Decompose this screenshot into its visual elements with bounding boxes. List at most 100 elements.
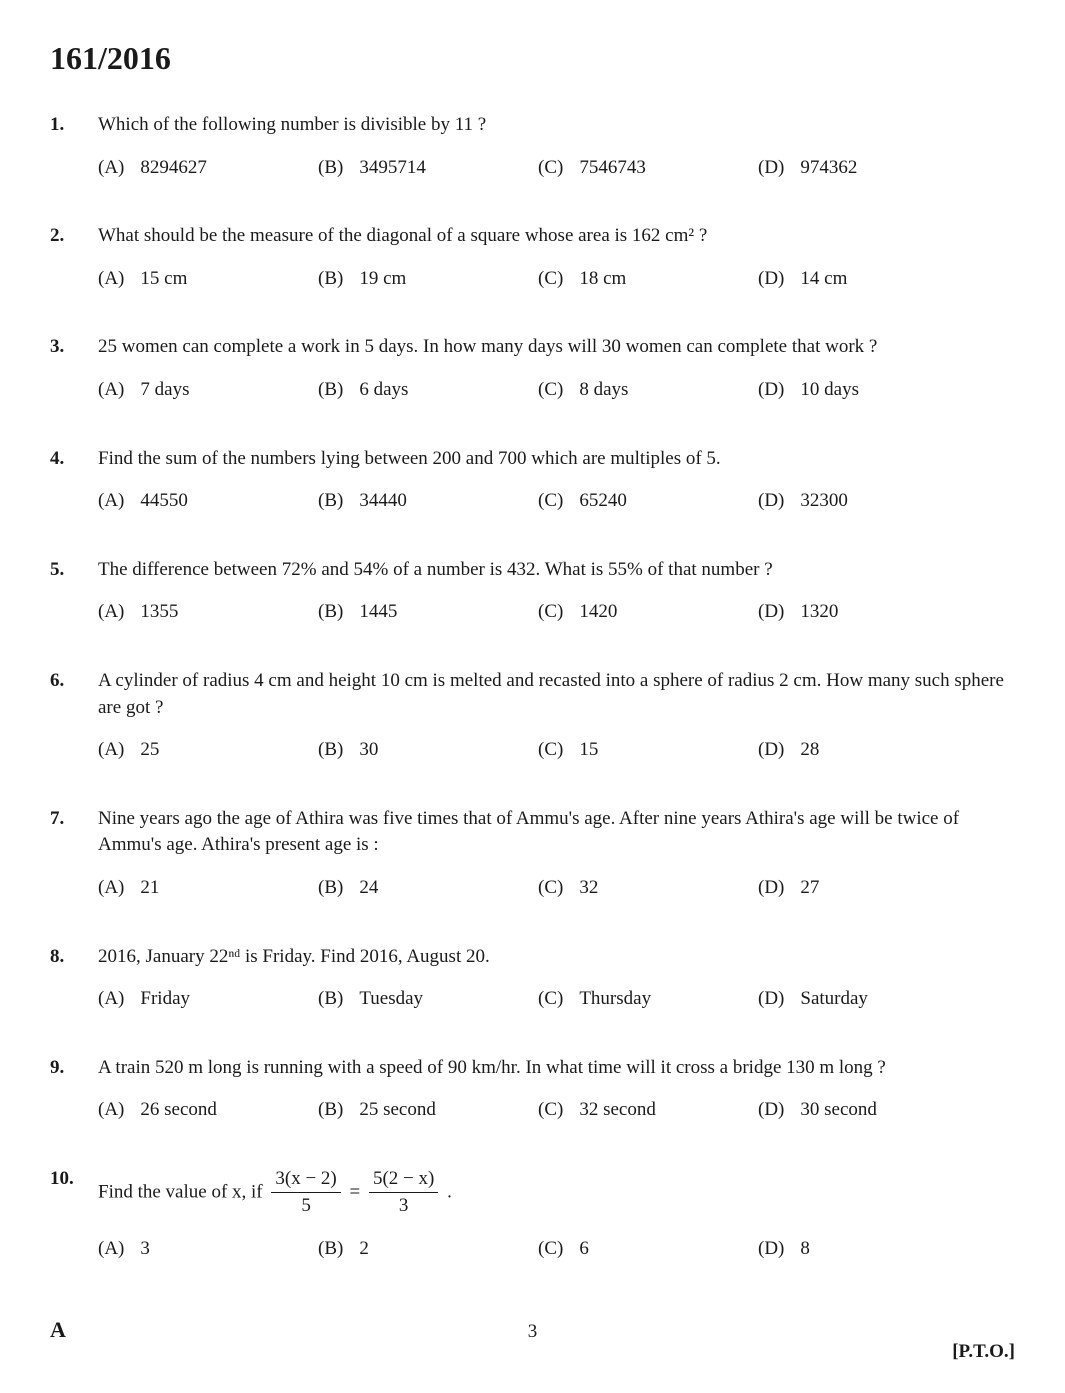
- option-value: 8: [800, 1236, 810, 1263]
- option-label: (A): [98, 377, 124, 404]
- question-body: Find the sum of the numbers lying betwee…: [98, 446, 1015, 515]
- question-number: 10.: [50, 1166, 98, 1263]
- question-number: 7.: [50, 806, 98, 902]
- option-value: 24: [359, 875, 378, 902]
- option-value: 28: [800, 737, 819, 764]
- option-label: (D): [758, 986, 784, 1013]
- question-body: A cylinder of radius 4 cm and height 10 …: [98, 668, 1015, 764]
- option-label: (C): [538, 875, 563, 902]
- option-a: (A)44550: [98, 488, 308, 515]
- option-label: (C): [538, 1097, 563, 1124]
- option-value: 2: [359, 1236, 369, 1263]
- option-value: 25 second: [359, 1097, 436, 1124]
- option-label: (B): [318, 377, 343, 404]
- option-value: 1320: [800, 599, 838, 626]
- option-label: (D): [758, 599, 784, 626]
- footer-page-number: 3: [528, 1321, 538, 1343]
- option-value: 6 days: [359, 377, 408, 404]
- question: 10.Find the value of x, if 3(x − 2)5 = 5…: [50, 1166, 1015, 1263]
- options: (A)21(B)24(C)32(D)27: [98, 869, 1015, 902]
- option-b: (B)25 second: [318, 1097, 528, 1124]
- option-c: (C) 32: [538, 875, 748, 902]
- question-text: The difference between 72% and 54% of a …: [98, 557, 1015, 584]
- question-text: A train 520 m long is running with a spe…: [98, 1055, 1015, 1082]
- option-value: 6: [579, 1236, 589, 1263]
- question-body: Find the value of x, if 3(x − 2)5 = 5(2 …: [98, 1166, 1015, 1263]
- option-c: (C)Thursday: [538, 986, 748, 1013]
- option-label: (A): [98, 155, 124, 182]
- option-label: (D): [758, 875, 784, 902]
- question: 7.Nine years ago the age of Athira was f…: [50, 806, 1015, 902]
- option-label: (A): [98, 1097, 124, 1124]
- option-value: 27: [800, 875, 819, 902]
- option-value: 19 cm: [359, 266, 406, 293]
- option-a: (A)21: [98, 875, 308, 902]
- question-body: 2016, January 22ⁿᵈ is Friday. Find 2016,…: [98, 944, 1015, 1013]
- option-value: 18 cm: [579, 266, 626, 293]
- option-value: 8 days: [579, 377, 628, 404]
- option-label: (D): [758, 155, 784, 182]
- option-label: (A): [98, 875, 124, 902]
- option-d: (D) 32300: [758, 488, 968, 515]
- question-text: 2016, January 22ⁿᵈ is Friday. Find 2016,…: [98, 944, 1015, 971]
- option-label: (A): [98, 1236, 124, 1263]
- option-label: (B): [318, 737, 343, 764]
- question-body: Which of the following number is divisib…: [98, 112, 1015, 181]
- option-value: 30: [359, 737, 378, 764]
- options: (A)1355(B)1445(C)1420(D)1320: [98, 593, 1015, 626]
- option-value: 65240: [579, 488, 627, 515]
- question-number: 6.: [50, 668, 98, 764]
- equals: =: [345, 1181, 365, 1202]
- option-c: (C)65240: [538, 488, 748, 515]
- question-body: What should be the measure of the diagon…: [98, 223, 1015, 292]
- option-a: (A)26 second: [98, 1097, 308, 1124]
- option-label: (B): [318, 1236, 343, 1263]
- option-label: (D): [758, 737, 784, 764]
- question-text: Nine years ago the age of Athira was fiv…: [98, 806, 1015, 859]
- options: (A)7 days(B)6 days(C)8 days(D)10 days: [98, 371, 1015, 404]
- option-label: (D): [758, 488, 784, 515]
- numerator: 5(2 − x): [369, 1166, 438, 1194]
- option-a: (A)25: [98, 737, 308, 764]
- options: (A)15 cm(B)19 cm(C)18 cm(D)14 cm: [98, 260, 1015, 293]
- option-d: (D)10 days: [758, 377, 968, 404]
- question-body: The difference between 72% and 54% of a …: [98, 557, 1015, 626]
- options: (A)Friday(B)Tuesday(C)Thursday(D)Saturda…: [98, 980, 1015, 1013]
- option-value: 32: [579, 875, 598, 902]
- option-d: (D)14 cm: [758, 266, 968, 293]
- option-value: 1420: [579, 599, 617, 626]
- option-label: (D): [758, 1236, 784, 1263]
- option-a: (A)3: [98, 1236, 308, 1263]
- denominator: 3: [369, 1193, 438, 1220]
- footer-section: A: [50, 1317, 66, 1343]
- option-b: (B)19 cm: [318, 266, 528, 293]
- question: 6.A cylinder of radius 4 cm and height 1…: [50, 668, 1015, 764]
- option-value: 8294627: [140, 155, 207, 182]
- option-d: (D) 1320: [758, 599, 968, 626]
- question-body: Nine years ago the age of Athira was fiv…: [98, 806, 1015, 902]
- option-label: (D): [758, 377, 784, 404]
- option-value: Saturday: [800, 986, 868, 1013]
- option-value: 7546743: [579, 155, 646, 182]
- option-c: (C)8 days: [538, 377, 748, 404]
- question: 4.Find the sum of the numbers lying betw…: [50, 446, 1015, 515]
- question-number: 8.: [50, 944, 98, 1013]
- question-number: 5.: [50, 557, 98, 626]
- question-text: A cylinder of radius 4 cm and height 10 …: [98, 668, 1015, 721]
- option-value: 15 cm: [140, 266, 187, 293]
- option-a: (A)1355: [98, 599, 308, 626]
- option-value: 974362: [800, 155, 857, 182]
- fraction: 5(2 − x)3: [369, 1166, 438, 1220]
- option-value: 32300: [800, 488, 848, 515]
- option-c: (C)6: [538, 1236, 748, 1263]
- option-value: 34440: [359, 488, 407, 515]
- question-body: A train 520 m long is running with a spe…: [98, 1055, 1015, 1124]
- question: 1.Which of the following number is divis…: [50, 112, 1015, 181]
- question-number: 3.: [50, 334, 98, 403]
- option-d: (D) 27: [758, 875, 968, 902]
- option-value: 1445: [359, 599, 397, 626]
- question-text-suffix: .: [442, 1181, 452, 1202]
- option-label: (B): [318, 599, 343, 626]
- question: 8.2016, January 22ⁿᵈ is Friday. Find 201…: [50, 944, 1015, 1013]
- option-label: (A): [98, 599, 124, 626]
